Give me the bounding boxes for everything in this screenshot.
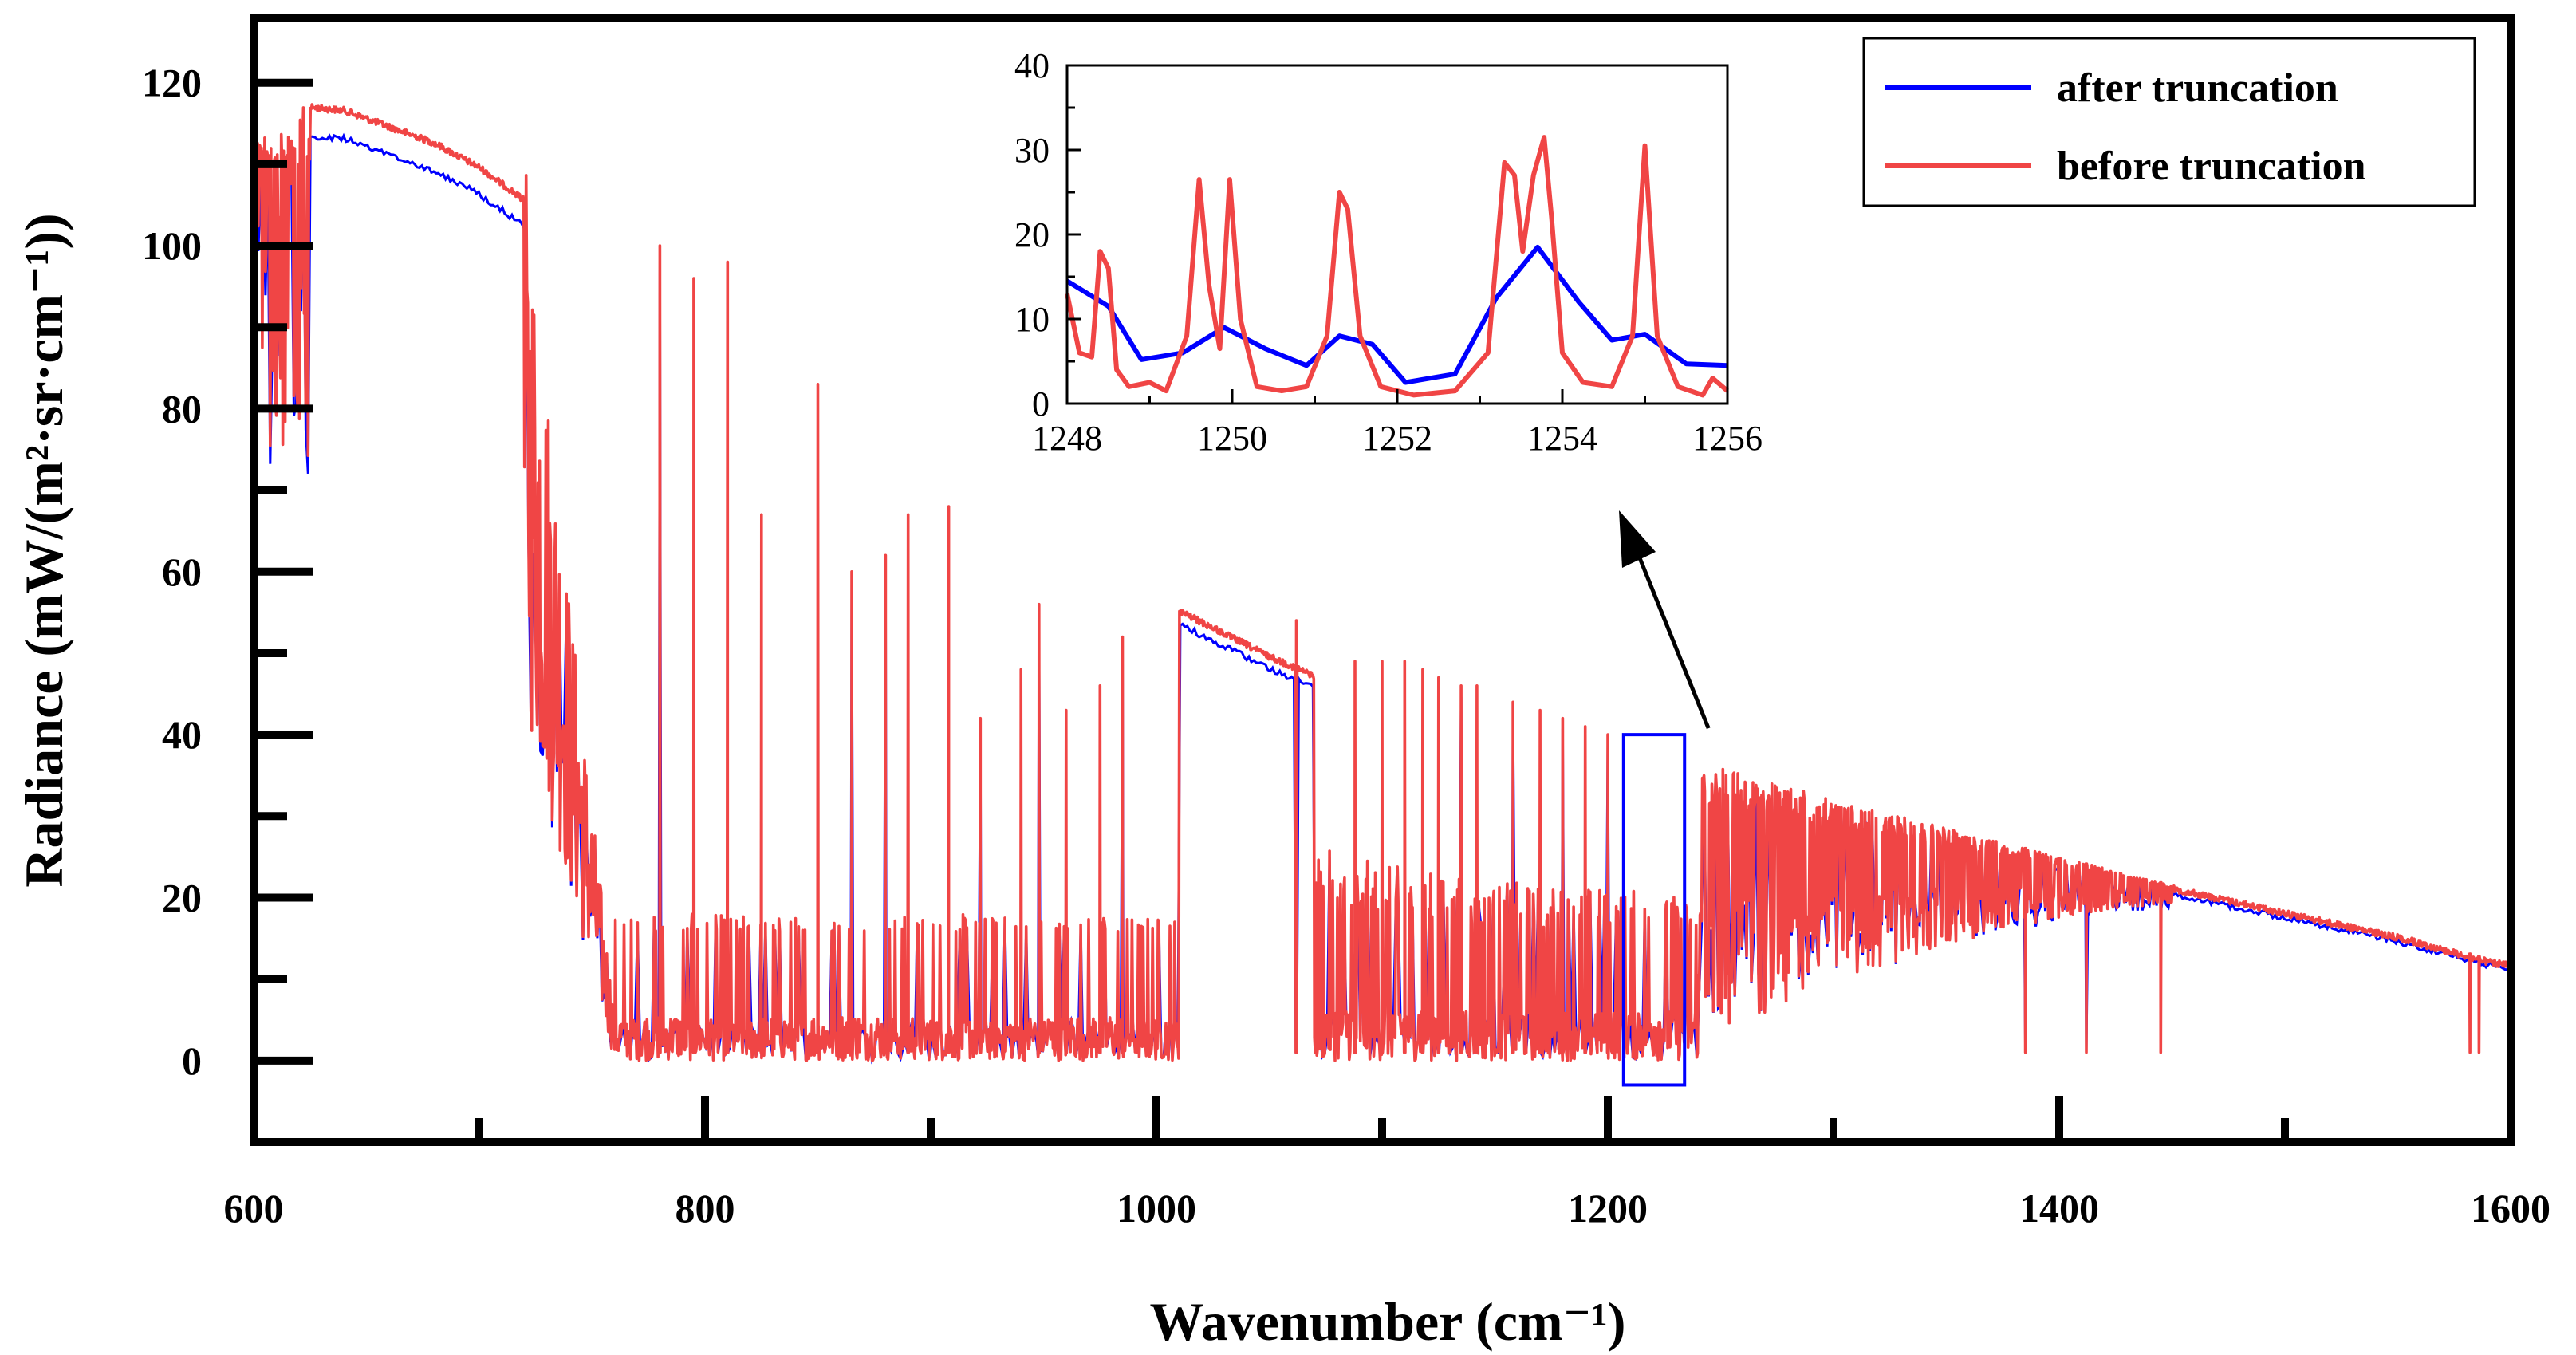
inset-x-tick-label: 1254 xyxy=(1527,419,1597,458)
y-tick-label: 60 xyxy=(162,549,202,594)
legend-box xyxy=(1862,37,2476,207)
y-tick-label: 20 xyxy=(162,875,202,920)
zoom-arrow-line xyxy=(1628,534,1711,730)
inset-layer: 1248 1250 1252 1254 1256 0 10 20 30 40 xyxy=(1014,46,1763,467)
inset-x-tick-label: 1252 xyxy=(1362,419,1432,458)
zoom-highlight-box xyxy=(1621,733,1687,1087)
x-tick-label: 1600 xyxy=(2471,1186,2550,1231)
inset-y-tick-label: 30 xyxy=(1014,131,1050,170)
x-tick-label: 800 xyxy=(676,1186,735,1231)
y-tick-label: 40 xyxy=(162,712,202,757)
y-tick-label: 80 xyxy=(162,386,202,431)
inset-x-tick-label: 1248 xyxy=(1032,419,1102,458)
inset-y-tick-label: 40 xyxy=(1014,46,1050,85)
inset-before-truncation-line xyxy=(1065,135,1729,398)
y-tick-label: 0 xyxy=(182,1038,202,1083)
zoom-arrow-head xyxy=(1619,510,1656,568)
x-tick-label: 1000 xyxy=(1117,1186,1196,1231)
legend-layer: after truncation before truncation xyxy=(1862,37,2476,207)
legend-label: before truncation xyxy=(2057,144,2366,189)
x-tick-label: 1400 xyxy=(2019,1186,2099,1231)
inset-after-truncation-line xyxy=(1065,244,1728,385)
data-layer xyxy=(252,103,2512,1087)
y-axis-title: Radiance (mW/(m²·sr·cm⁻¹)) xyxy=(14,213,74,887)
inset-x-tick-label: 1256 xyxy=(1692,419,1763,458)
inset-y-tick-label: 0 xyxy=(1032,384,1050,423)
inset-x-tick-label: 1250 xyxy=(1197,419,1267,458)
y-tick-label: 120 xyxy=(142,61,202,105)
inset-y-tick-label: 10 xyxy=(1014,300,1050,339)
legend-label: after truncation xyxy=(2057,65,2338,111)
x-tick-label: 1200 xyxy=(1568,1186,1648,1231)
inset-y-tick-label: 20 xyxy=(1014,215,1050,254)
x-tick-label: 600 xyxy=(224,1186,284,1231)
before-truncation-line xyxy=(252,103,2512,1062)
y-tick-label: 100 xyxy=(142,223,202,268)
x-axis-title: Wavenumber (cm⁻¹) xyxy=(1149,1291,1625,1352)
